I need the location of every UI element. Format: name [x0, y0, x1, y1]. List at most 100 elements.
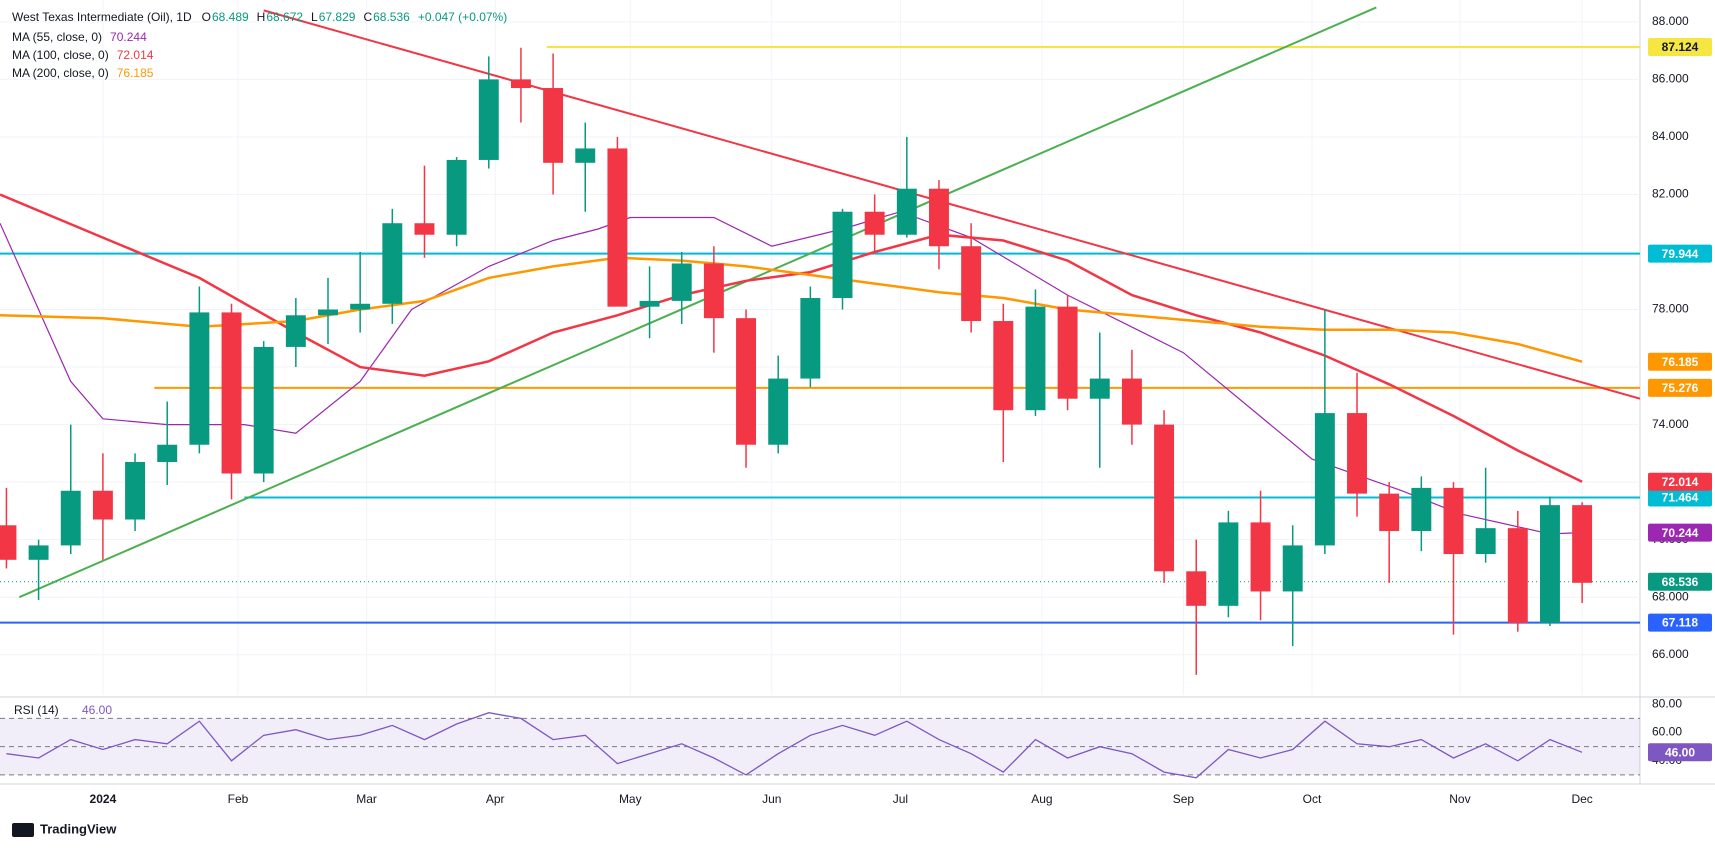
x-tick-label: Oct [1303, 792, 1322, 806]
candle-body [382, 223, 403, 304]
rsi-badge-label: 46.00 [1665, 745, 1695, 759]
price-badge-label: 71.464 [1662, 491, 1699, 505]
candle-body [1379, 493, 1400, 532]
candle-body [1250, 522, 1271, 592]
y-tick-label: 82.000 [1652, 187, 1689, 201]
price-badge-label: 76.185 [1662, 355, 1699, 369]
candle-body [1025, 306, 1046, 411]
candle-body [1347, 413, 1367, 494]
price-badge [1648, 472, 1712, 491]
candle-body [864, 211, 885, 235]
candle-body [350, 303, 371, 310]
rsi-last: 46.00 [82, 703, 112, 717]
candle-body [92, 490, 113, 520]
rsi-line [6, 712, 1583, 779]
x-tick-label: May [619, 792, 642, 806]
trendline [18, 6, 1377, 599]
candle-body [414, 223, 435, 235]
price-badge [1648, 352, 1712, 371]
ohlc-value: 68.672 [266, 10, 303, 24]
x-tick-label: Apr [486, 792, 505, 806]
candle-body [28, 545, 49, 560]
candle-body [478, 79, 499, 160]
candle-body [768, 378, 789, 445]
price-badge [1648, 378, 1712, 397]
candle-body [543, 88, 564, 163]
ohlc-label: O [202, 10, 211, 24]
price-badge-label: 79.944 [1662, 247, 1699, 261]
candle-body [1282, 545, 1303, 592]
ohlc-value: 68.536 [373, 10, 410, 24]
candle-body [1057, 306, 1078, 399]
candle-body [961, 246, 982, 322]
x-tick-label: Jun [762, 792, 781, 806]
candle-body [1411, 487, 1432, 532]
y-tick-label: 78.000 [1652, 302, 1689, 316]
y-tick-label: 84.000 [1652, 129, 1689, 143]
x-tick-label: Jul [893, 792, 908, 806]
overlay: 66.00068.00070.00072.00074.00076.00078.0… [12, 10, 1712, 806]
candle-body [1314, 413, 1335, 546]
price-badge [1648, 244, 1712, 263]
rsi-pane [0, 712, 1640, 779]
candle-body [671, 263, 692, 301]
candle-body [446, 159, 467, 235]
candle-body [0, 525, 17, 560]
candle-body [575, 148, 596, 163]
price-badge-label: 67.118 [1662, 616, 1698, 630]
candle-body [157, 444, 178, 462]
ma-legend-value: 70.244 [110, 30, 147, 44]
price-badge-label: 68.536 [1662, 575, 1699, 589]
rsi-badge [1648, 743, 1712, 762]
x-tick-label: Sep [1173, 792, 1195, 806]
price-badge [1648, 488, 1712, 507]
candle-body [703, 263, 724, 319]
candle-body [1186, 571, 1207, 606]
price-badge-label: 72.014 [1662, 475, 1699, 489]
candle-body [607, 148, 628, 307]
candle-body [1089, 378, 1110, 399]
candle-body [510, 79, 531, 89]
price-badge [1648, 572, 1712, 591]
candle-body [1218, 522, 1239, 606]
price-badge-label: 75.276 [1662, 381, 1699, 395]
x-tick-label: Nov [1449, 792, 1470, 806]
candle-body [639, 300, 660, 307]
candle-body [189, 312, 210, 445]
rsi-name: RSI (14) [14, 703, 59, 717]
candle-body [1443, 487, 1464, 555]
price-badge [1648, 523, 1712, 542]
ma-legend-value: 76.185 [117, 66, 154, 80]
rsi-tick-label: 80.00 [1652, 696, 1682, 710]
candle-body [125, 461, 146, 520]
ma-legend-name: MA (55, close, 0) [12, 30, 102, 44]
candle-body [736, 318, 757, 445]
candle-body [1539, 505, 1560, 624]
ma-legend-value: 72.014 [117, 48, 154, 62]
candle-body [1572, 505, 1593, 583]
y-tick-label: 68.000 [1652, 589, 1689, 603]
x-tick-label: Dec [1571, 792, 1592, 806]
x-tick-label: Feb [228, 792, 249, 806]
candle-body [800, 298, 821, 379]
candle-body [1507, 528, 1528, 624]
price-badge [1648, 613, 1712, 632]
ohlc-label: L [311, 10, 318, 24]
x-tick-label: 2024 [90, 792, 117, 806]
candle-body [896, 188, 917, 235]
candle-body [285, 315, 306, 347]
trendline [263, 9, 1640, 400]
candle-body [993, 321, 1014, 411]
chart-title: West Texas Intermediate (Oil), 1D [12, 10, 192, 24]
x-tick-label: Aug [1031, 792, 1052, 806]
candle-body [1121, 378, 1142, 425]
candle-body [221, 312, 242, 474]
ma-legend-name: MA (200, close, 0) [12, 66, 109, 80]
ohlc-label: H [257, 10, 266, 24]
candle-body [929, 188, 949, 247]
y-tick-label: 66.000 [1652, 647, 1689, 661]
ohlc-label: C [363, 10, 372, 24]
y-tick-label: 86.000 [1652, 72, 1689, 86]
